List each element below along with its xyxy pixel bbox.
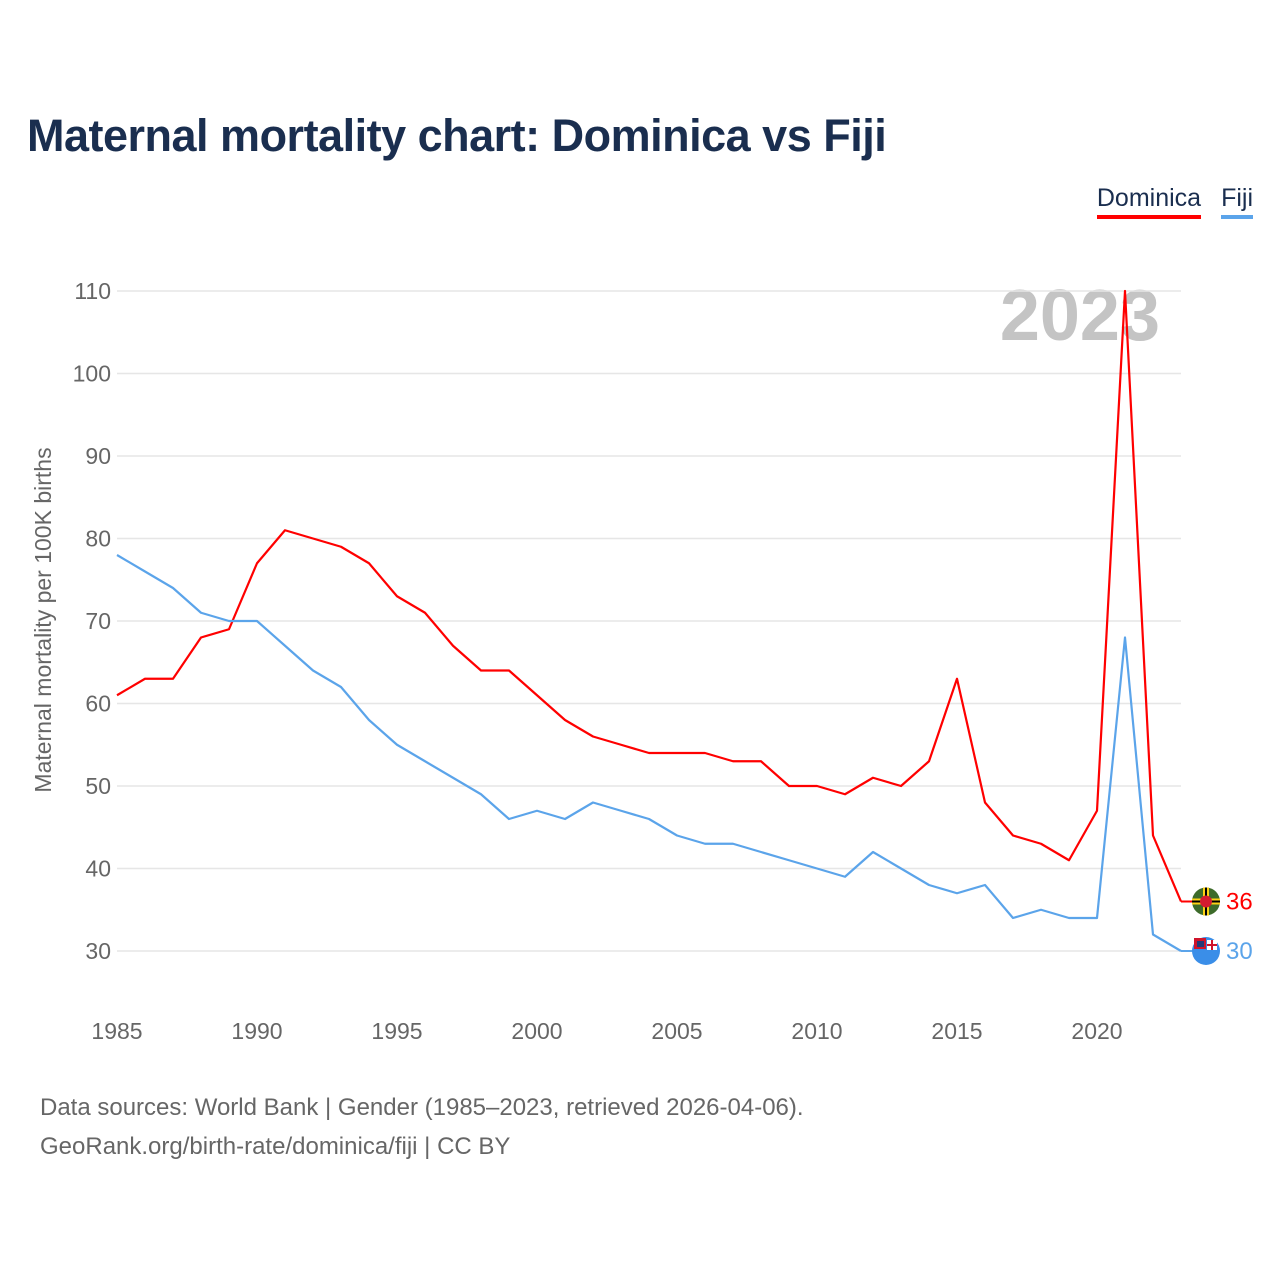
y-tick-label: 40 <box>85 856 111 882</box>
y-tick-label: 100 <box>73 361 111 387</box>
x-tick-label: 1995 <box>371 1018 422 1044</box>
flag-dominica-icon <box>1192 887 1220 916</box>
x-tick-label: 1985 <box>91 1018 142 1044</box>
series-line-dominica <box>116 289 1183 902</box>
x-tick-label: 2010 <box>791 1018 842 1044</box>
y-tick-label: 60 <box>85 691 111 717</box>
x-tick-label: 1990 <box>231 1018 282 1044</box>
legend-item-dominica[interactable]: Dominica <box>1096 184 1202 219</box>
x-tick-label: 2005 <box>651 1018 702 1044</box>
source-note: Data sources: World Bank | Gender (1985–… <box>40 1088 804 1166</box>
x-tick-label: 2020 <box>1071 1018 1122 1044</box>
end-value-label: 30 <box>1226 938 1253 965</box>
legend-item-fiji[interactable]: Fiji <box>1221 184 1253 219</box>
year-watermark: 2023 <box>1000 276 1160 356</box>
x-tick-label: 2000 <box>511 1018 562 1044</box>
y-tick-label: 50 <box>85 773 111 799</box>
y-tick-label: 70 <box>85 608 111 634</box>
series-line-fiji <box>116 554 1182 952</box>
source-line-2[interactable]: GeoRank.org/birth-rate/dominica/fiji | C… <box>40 1133 511 1160</box>
chart-title: Maternal mortality chart: Dominica vs Fi… <box>27 110 887 161</box>
y-tick-label: 30 <box>85 938 111 964</box>
source-line-1: Data sources: World Bank | Gender (1985–… <box>40 1094 804 1121</box>
y-tick-label: 80 <box>85 526 111 552</box>
y-tick-label: 90 <box>85 443 111 469</box>
y-axis-label: Maternal mortality per 100K births <box>30 447 56 792</box>
legend: Dominica Fiji <box>1096 184 1253 219</box>
x-tick-label: 2015 <box>931 1018 982 1044</box>
end-value-label: 36 <box>1226 889 1253 916</box>
y-tick-label: 110 <box>74 278 111 304</box>
flag-fiji-icon <box>1192 937 1220 965</box>
